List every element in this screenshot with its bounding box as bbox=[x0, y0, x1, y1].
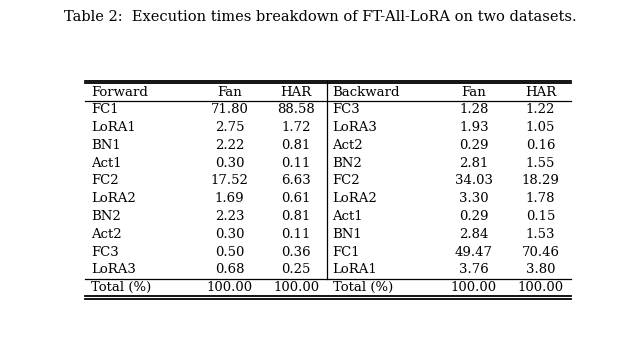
Text: 1.28: 1.28 bbox=[459, 103, 488, 116]
Text: Fan: Fan bbox=[217, 86, 242, 98]
Text: 2.75: 2.75 bbox=[214, 121, 244, 134]
Text: Fan: Fan bbox=[461, 86, 486, 98]
Text: 34.03: 34.03 bbox=[455, 174, 493, 187]
Text: 0.29: 0.29 bbox=[459, 210, 488, 223]
Text: 100.00: 100.00 bbox=[273, 281, 319, 294]
Text: 0.11: 0.11 bbox=[282, 228, 311, 241]
Text: BN2: BN2 bbox=[91, 210, 121, 223]
Text: LoRA1: LoRA1 bbox=[91, 121, 136, 134]
Text: 70.46: 70.46 bbox=[522, 246, 559, 259]
Text: Backward: Backward bbox=[333, 86, 400, 98]
Text: HAR: HAR bbox=[525, 86, 556, 98]
Text: 0.11: 0.11 bbox=[282, 157, 311, 170]
Text: 0.30: 0.30 bbox=[214, 157, 244, 170]
Text: 0.30: 0.30 bbox=[214, 228, 244, 241]
Text: 1.22: 1.22 bbox=[526, 103, 555, 116]
Text: LoRA3: LoRA3 bbox=[91, 263, 136, 276]
Text: Forward: Forward bbox=[91, 86, 148, 98]
Text: BN1: BN1 bbox=[91, 139, 121, 152]
Text: 1.69: 1.69 bbox=[214, 192, 244, 205]
Text: Act2: Act2 bbox=[91, 228, 122, 241]
Text: 0.68: 0.68 bbox=[214, 263, 244, 276]
Text: 1.93: 1.93 bbox=[459, 121, 488, 134]
Text: LoRA2: LoRA2 bbox=[333, 192, 378, 205]
Text: Act2: Act2 bbox=[333, 139, 363, 152]
Text: 0.36: 0.36 bbox=[281, 246, 311, 259]
Text: Total (%): Total (%) bbox=[91, 281, 151, 294]
Text: 100.00: 100.00 bbox=[451, 281, 497, 294]
Text: 3.80: 3.80 bbox=[525, 263, 556, 276]
Text: 1.05: 1.05 bbox=[526, 121, 555, 134]
Text: BN1: BN1 bbox=[333, 228, 362, 241]
Text: 100.00: 100.00 bbox=[206, 281, 252, 294]
Text: 49.47: 49.47 bbox=[455, 246, 493, 259]
Text: FC1: FC1 bbox=[333, 246, 360, 259]
Text: Table 2:  Execution times breakdown of FT-All-LoRA on two datasets.: Table 2: Execution times breakdown of FT… bbox=[64, 10, 576, 24]
Text: 1.53: 1.53 bbox=[525, 228, 556, 241]
Text: LoRA3: LoRA3 bbox=[333, 121, 378, 134]
Text: 0.61: 0.61 bbox=[282, 192, 311, 205]
Text: LoRA2: LoRA2 bbox=[91, 192, 136, 205]
Text: 2.84: 2.84 bbox=[459, 228, 488, 241]
Text: 71.80: 71.80 bbox=[211, 103, 248, 116]
Text: Act1: Act1 bbox=[333, 210, 363, 223]
Text: FC3: FC3 bbox=[333, 103, 360, 116]
Text: 1.72: 1.72 bbox=[282, 121, 311, 134]
Text: 100.00: 100.00 bbox=[517, 281, 564, 294]
Text: 0.16: 0.16 bbox=[525, 139, 556, 152]
Text: 1.78: 1.78 bbox=[525, 192, 556, 205]
Text: Act1: Act1 bbox=[91, 157, 122, 170]
Text: FC1: FC1 bbox=[91, 103, 118, 116]
Text: 2.23: 2.23 bbox=[214, 210, 244, 223]
Text: 88.58: 88.58 bbox=[277, 103, 315, 116]
Text: 0.15: 0.15 bbox=[526, 210, 555, 223]
Text: 2.81: 2.81 bbox=[459, 157, 488, 170]
Text: 0.81: 0.81 bbox=[282, 210, 311, 223]
Text: 2.22: 2.22 bbox=[214, 139, 244, 152]
Text: HAR: HAR bbox=[280, 86, 312, 98]
Text: FC3: FC3 bbox=[91, 246, 118, 259]
Text: 0.81: 0.81 bbox=[282, 139, 311, 152]
Text: 0.25: 0.25 bbox=[282, 263, 311, 276]
Text: 3.30: 3.30 bbox=[459, 192, 488, 205]
Text: 6.63: 6.63 bbox=[281, 174, 311, 187]
Text: BN2: BN2 bbox=[333, 157, 362, 170]
Text: 1.55: 1.55 bbox=[526, 157, 555, 170]
Text: 17.52: 17.52 bbox=[211, 174, 248, 187]
Text: Total (%): Total (%) bbox=[333, 281, 393, 294]
Text: 0.29: 0.29 bbox=[459, 139, 488, 152]
Text: 18.29: 18.29 bbox=[522, 174, 559, 187]
Text: 0.50: 0.50 bbox=[214, 246, 244, 259]
Text: FC2: FC2 bbox=[333, 174, 360, 187]
Text: 3.76: 3.76 bbox=[459, 263, 489, 276]
Text: LoRA1: LoRA1 bbox=[333, 263, 378, 276]
Text: FC2: FC2 bbox=[91, 174, 118, 187]
